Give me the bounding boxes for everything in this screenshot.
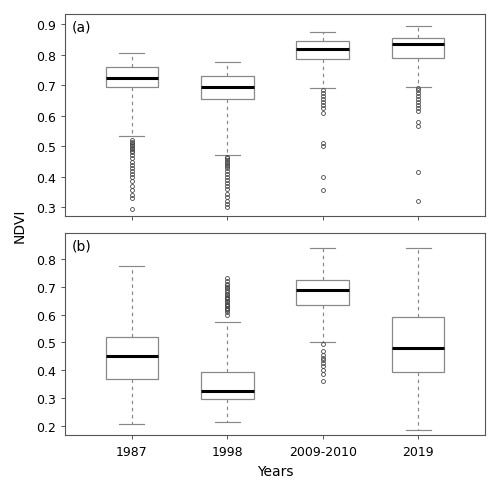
Bar: [392, 318, 444, 372]
Bar: [296, 280, 349, 305]
Bar: [296, 42, 349, 60]
Text: (b): (b): [72, 239, 91, 253]
Text: (a): (a): [72, 21, 91, 34]
X-axis label: Years: Years: [257, 465, 293, 479]
Text: NDVI: NDVI: [13, 208, 27, 242]
Bar: [106, 68, 158, 88]
Bar: [106, 337, 158, 379]
Bar: [392, 39, 444, 59]
Bar: [201, 77, 254, 100]
Bar: [201, 372, 254, 400]
